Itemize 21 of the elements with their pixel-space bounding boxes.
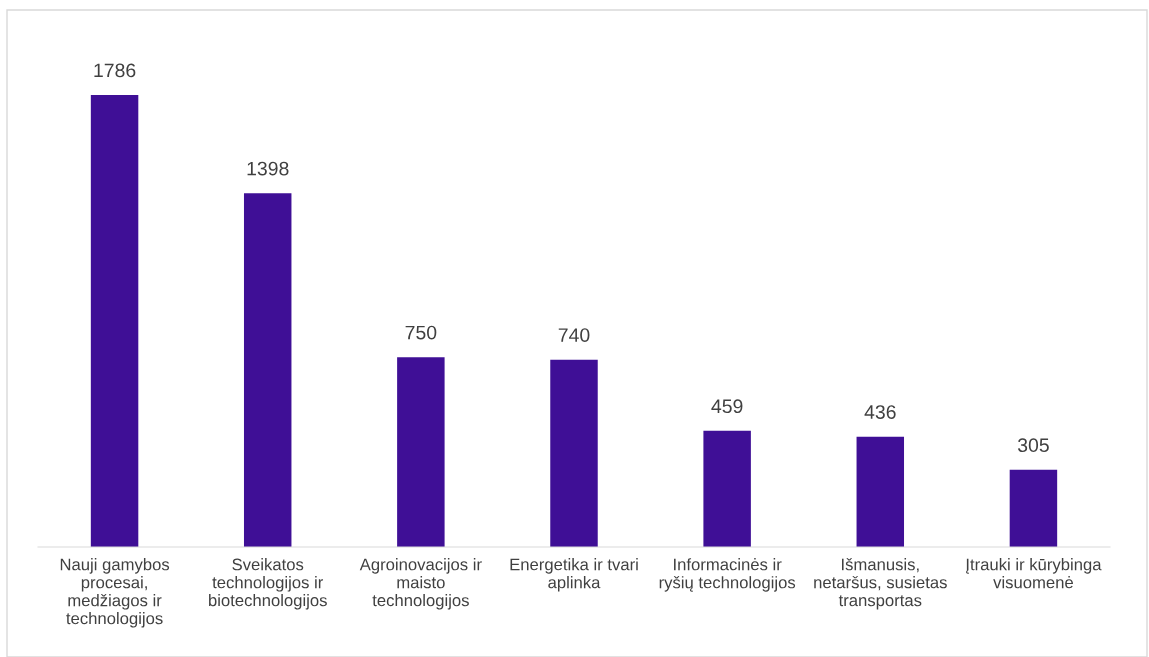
bar (1009, 469, 1058, 547)
x-tick-label: Agroinovacijos ir maisto technologijos (359, 558, 482, 610)
data-label: 436 (864, 405, 896, 419)
bar (856, 436, 905, 547)
bar (90, 95, 139, 547)
x-tick-label: Informacinės ir ryšių technologijos (659, 558, 796, 592)
data-label: 750 (405, 325, 437, 340)
data-label: 1786 (94, 63, 136, 78)
data-label: 459 (711, 399, 743, 414)
x-tick-label: Įtrauki ir kūrybinga visuomenė (966, 558, 1102, 589)
bar (243, 193, 292, 547)
bar (397, 357, 445, 547)
bar (550, 359, 598, 547)
data-label: 305 (1017, 438, 1049, 453)
x-tick-label: Nauji gamybos procesai, medžiagos ir technologijos (60, 558, 170, 628)
data-label: 1398 (247, 161, 289, 176)
bar (703, 430, 751, 547)
x-tick-label: Energetika ir tvari aplinka (510, 558, 638, 592)
data-label: 740 (558, 328, 590, 342)
x-tick-label: Sveikatos technologijos ir biotechnologijos (209, 558, 327, 610)
x-tick-label: Išmanusis, netaršus, susietas transportas (814, 558, 947, 610)
